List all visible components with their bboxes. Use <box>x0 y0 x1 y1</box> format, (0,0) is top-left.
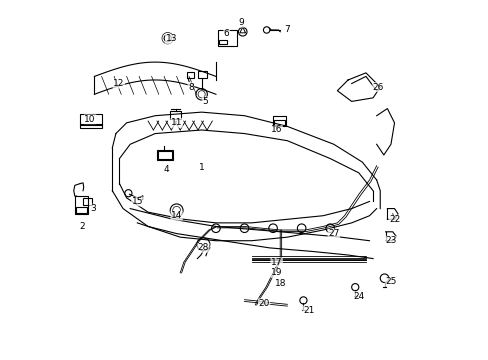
Text: 2: 2 <box>79 222 84 231</box>
Text: 22: 22 <box>388 215 399 224</box>
Text: 16: 16 <box>270 126 282 135</box>
Text: 18: 18 <box>274 279 285 288</box>
Text: 10: 10 <box>84 115 96 124</box>
Text: 1: 1 <box>198 163 204 172</box>
Text: 23: 23 <box>385 236 396 245</box>
Text: 9: 9 <box>238 18 244 27</box>
Text: 21: 21 <box>303 306 314 315</box>
Text: 6: 6 <box>224 29 229 38</box>
Text: 20: 20 <box>258 299 269 308</box>
Text: 25: 25 <box>385 277 396 286</box>
Text: 24: 24 <box>352 292 364 301</box>
Text: 13: 13 <box>165 35 177 44</box>
Text: 19: 19 <box>270 268 282 277</box>
Text: 14: 14 <box>171 211 182 220</box>
Text: 11: 11 <box>170 118 182 127</box>
Text: 8: 8 <box>188 83 193 92</box>
Text: 3: 3 <box>90 204 95 213</box>
Text: 5: 5 <box>202 97 208 106</box>
Text: 27: 27 <box>327 229 339 238</box>
Text: 7: 7 <box>284 26 290 35</box>
Text: 26: 26 <box>372 83 384 92</box>
Text: 28: 28 <box>197 243 209 252</box>
Text: 15: 15 <box>131 197 143 206</box>
Text: 17: 17 <box>270 258 282 267</box>
Text: 12: 12 <box>113 79 124 88</box>
Text: 4: 4 <box>163 165 168 174</box>
